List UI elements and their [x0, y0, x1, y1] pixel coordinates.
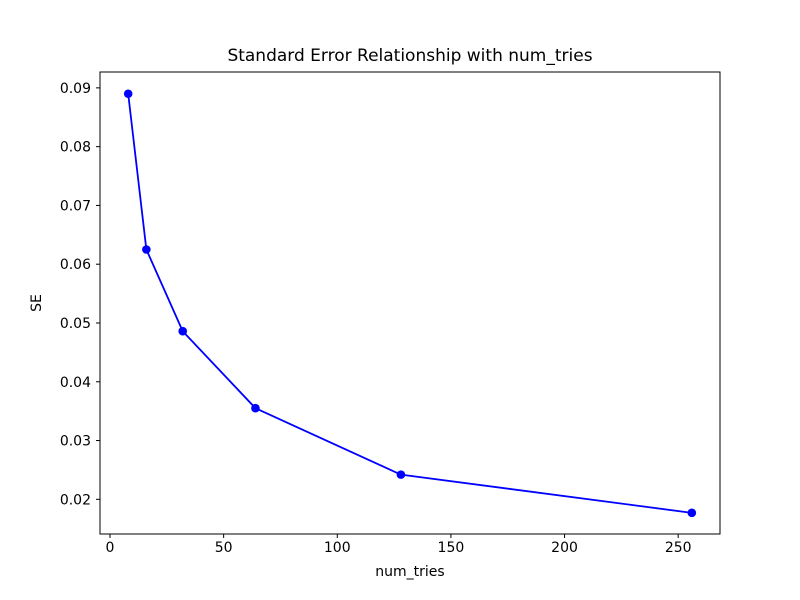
y-tick-label: 0.03 — [60, 434, 91, 450]
x-tick-label: 250 — [665, 540, 692, 556]
x-tick-label: 200 — [551, 540, 578, 556]
y-tick-label: 0.02 — [60, 492, 91, 508]
chart-title: Standard Error Relationship with num_tri… — [227, 46, 593, 66]
data-point — [123, 89, 133, 99]
y-tick-label: 0.08 — [60, 140, 91, 156]
x-tick-label: 0 — [106, 540, 115, 556]
y-axis-label: SE — [29, 294, 45, 312]
y-tick-label: 0.04 — [60, 375, 91, 391]
x-axis-label: num_tries — [375, 564, 445, 580]
y-tick-label: 0.05 — [60, 316, 91, 332]
axes-box — [99, 71, 721, 535]
y-tick-label: 0.07 — [60, 198, 91, 214]
data-point — [251, 403, 260, 413]
data-point — [396, 470, 406, 479]
x-tick-label: 50 — [215, 540, 233, 556]
x-tick-label: 100 — [324, 540, 351, 556]
x-tick-label: 150 — [438, 540, 465, 556]
data-point — [178, 326, 188, 336]
data-point — [687, 508, 697, 518]
data-point — [142, 245, 151, 254]
data-line — [127, 93, 692, 514]
y-tick-label: 0.06 — [60, 257, 91, 273]
y-tick-label: 0.09 — [60, 81, 91, 97]
